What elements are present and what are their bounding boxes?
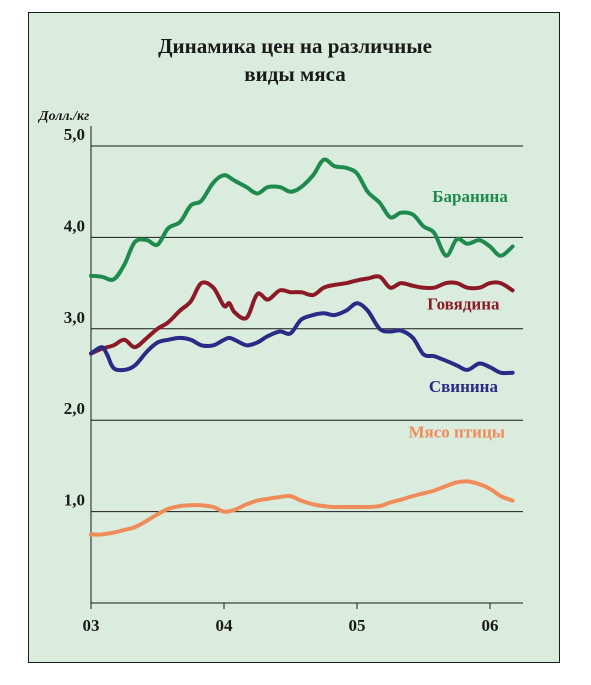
x-tick-label: 05 [349, 616, 366, 635]
y-tick-label: 4,0 [64, 216, 85, 235]
series-layer [89, 157, 515, 537]
chart-frame: Динамика цен на различные виды мяса Долл… [28, 12, 560, 663]
axis-layer: 1,0 2,0 3,0 4,0 5,0 03 04 05 06 [64, 125, 523, 635]
x-tick-label: 03 [83, 616, 100, 635]
series-line-2 [89, 301, 515, 376]
y-tick-label: 2,0 [64, 399, 85, 418]
series-label-0: Баранина [432, 187, 508, 206]
chart-title-line-2: виды мяса [244, 62, 346, 86]
y-axis-label: Долл./кг [37, 109, 89, 124]
series-line-1 [89, 274, 515, 356]
series-label-layer: Баранина Говядина Свинина Мясо птицы [408, 187, 508, 442]
y-tick-label: 3,0 [64, 308, 85, 327]
chart-title-line-1: Динамика цен на различные [158, 34, 432, 58]
series-label-2: Свинина [429, 377, 499, 396]
x-tick-label: 04 [216, 616, 234, 635]
series-label-1: Говядина [427, 295, 500, 314]
series-label-3: Мясо птицы [408, 422, 505, 441]
x-tick-label: 06 [482, 616, 499, 635]
series-line-3 [89, 479, 515, 537]
y-tick-label: 1,0 [64, 491, 85, 510]
series-line-0 [89, 157, 515, 282]
y-tick-label: 5,0 [64, 125, 85, 144]
chart-svg: Динамика цен на различные виды мяса Долл… [37, 34, 523, 635]
